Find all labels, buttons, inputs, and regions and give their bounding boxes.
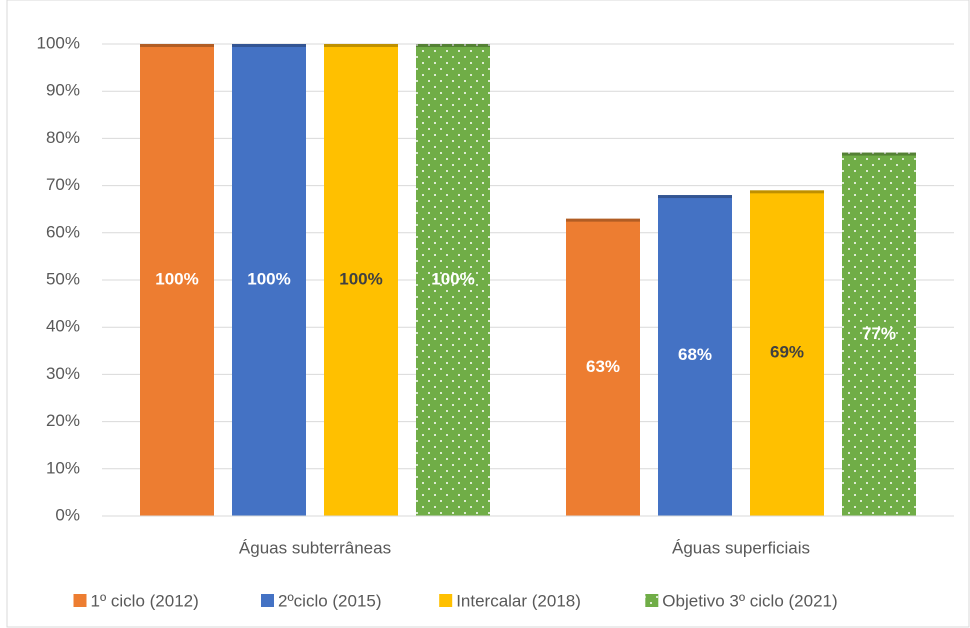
value-label: 100% (247, 269, 290, 288)
y-tick-label: 10% (46, 458, 80, 477)
y-tick-label: 80% (46, 128, 80, 147)
y-tick-label: 60% (46, 222, 80, 241)
legend-label: Intercalar (2018) (456, 591, 581, 610)
bar-top (140, 44, 214, 47)
bar (566, 218, 640, 516)
bar-pattern (416, 44, 490, 516)
y-tick-label: 30% (46, 364, 80, 383)
bar (324, 44, 398, 516)
y-tick-label: 100% (37, 33, 80, 52)
y-tick-label: 50% (46, 269, 80, 288)
bar-top (658, 195, 732, 199)
legend-swatch (439, 594, 453, 607)
bar (232, 44, 306, 516)
legend-label: 2ºciclo (2015) (278, 591, 382, 610)
bar-top (416, 44, 490, 47)
y-tick-label: 0% (55, 505, 80, 524)
x-tick-label: Águas superficiais (672, 538, 810, 557)
bar-top (750, 190, 824, 194)
y-tick-label: 40% (46, 317, 80, 336)
legend-swatch-pattern (645, 594, 659, 607)
value-label: 100% (431, 269, 474, 288)
bar-top (232, 44, 306, 47)
value-label: 69% (770, 343, 804, 362)
x-tick-label: Águas subterrâneas (239, 538, 391, 557)
legend-swatch (73, 594, 87, 607)
y-tick-label: 90% (46, 81, 80, 100)
value-label: 68% (678, 345, 712, 364)
legend-swatch (261, 594, 274, 607)
value-label: 77% (862, 324, 896, 343)
bar-top (324, 44, 398, 47)
value-label: 63% (586, 357, 620, 376)
bar-top (842, 152, 916, 156)
bar (140, 44, 214, 516)
chart-frame (6, 0, 970, 628)
value-label: 100% (155, 269, 198, 288)
legend-label: Objetivo 3º ciclo (2021) (662, 591, 837, 610)
bar (750, 190, 824, 516)
bar (658, 195, 732, 517)
y-tick-label: 70% (46, 175, 80, 194)
legend-label: 1º ciclo (2012) (91, 591, 199, 610)
value-label: 100% (339, 269, 382, 288)
bar-pattern (842, 152, 916, 516)
bar-top (566, 218, 640, 222)
y-tick-label: 20% (46, 411, 80, 430)
